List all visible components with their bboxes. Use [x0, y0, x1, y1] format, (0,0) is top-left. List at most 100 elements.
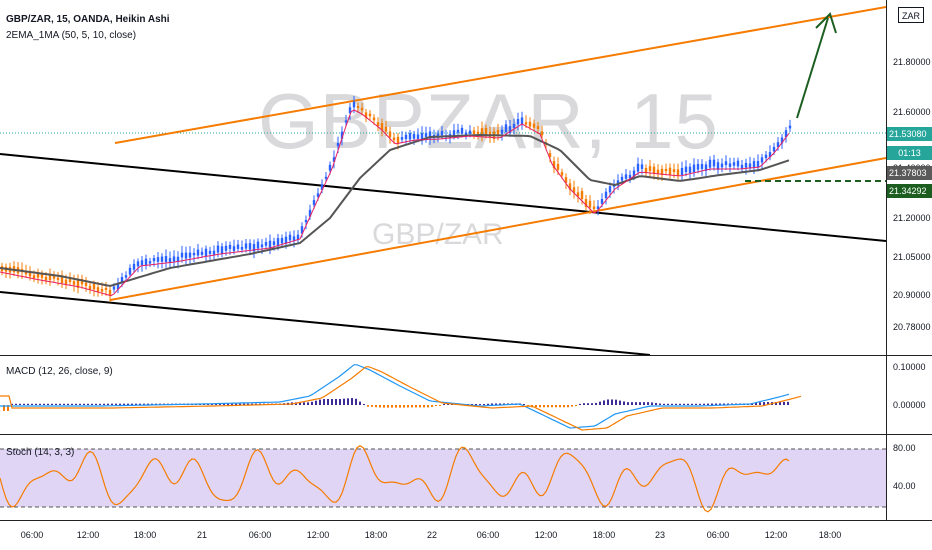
pane-divider[interactable]: [0, 355, 932, 356]
macd-axis[interactable]: 0.10000 0.00000: [886, 356, 932, 434]
currency-badge[interactable]: ZAR: [898, 7, 924, 23]
candle-body: [752, 161, 756, 168]
macd-histogram-bar: [659, 403, 661, 405]
candle-body: [736, 160, 740, 167]
macd-histogram-bar: [727, 403, 729, 405]
candle-body: [312, 200, 316, 205]
macd-histogram-bar: [631, 402, 633, 405]
candle-body: [192, 252, 196, 256]
macd-histogram-bar: [559, 405, 561, 408]
candle-body: [224, 245, 228, 251]
macd-histogram-bar: [383, 405, 385, 408]
stoch-canvas[interactable]: [0, 435, 886, 520]
candle-body: [132, 263, 136, 270]
macd-histogram-bar: [307, 402, 309, 405]
candle-body: [712, 159, 716, 167]
macd-histogram-bar: [35, 403, 37, 405]
candle-body: [520, 117, 524, 125]
macd-histogram-bar: [215, 403, 217, 405]
candle-body: [780, 137, 784, 144]
candle-body: [228, 244, 232, 249]
macd-histogram-bar: [539, 405, 541, 408]
candle-body: [144, 258, 148, 266]
macd-canvas[interactable]: [0, 356, 886, 434]
candle-body: [484, 128, 488, 135]
macd-histogram-bar: [343, 398, 345, 405]
macd-histogram-bar: [139, 403, 141, 405]
candle-body: [196, 249, 200, 256]
candle-body: [784, 130, 788, 138]
candle-body: [524, 122, 528, 125]
candle-body: [660, 168, 664, 175]
macd-histogram-bar: [227, 403, 229, 405]
candle-body: [388, 131, 392, 138]
candle-body: [100, 288, 104, 292]
indicator-legend[interactable]: 2EMA_1MA (50, 5, 10, close): [6, 30, 137, 41]
macd-pane[interactable]: MACD (12, 26, close, 9): [0, 356, 886, 434]
macd-histogram-bar: [495, 403, 497, 405]
macd-histogram-bar: [379, 405, 381, 408]
macd-histogram-bar: [111, 403, 113, 405]
ma-price-label: 21.37803: [887, 166, 932, 180]
candle-body: [692, 164, 696, 173]
macd-histogram-bar: [695, 403, 697, 405]
stoch-axis[interactable]: 80.00 40.00: [886, 435, 932, 520]
chart-title[interactable]: GBP/ZAR, 15, OANDA, Heikin Ashi: [6, 14, 170, 25]
macd-histogram-bar: [151, 403, 153, 405]
macd-histogram-bar: [67, 403, 69, 405]
ema-5-line: [0, 109, 790, 297]
price-tick: 20.78000: [893, 322, 931, 332]
macd-histogram-bar: [599, 401, 601, 405]
candle-body: [212, 250, 216, 255]
macd-histogram-bar: [547, 405, 549, 408]
candle-body: [652, 166, 656, 174]
macd-histogram-bar: [99, 403, 101, 405]
macd-histogram-bar: [583, 403, 585, 405]
candle-body: [72, 281, 76, 285]
macd-histogram-bar: [435, 405, 437, 406]
macd-histogram-bar: [315, 400, 317, 405]
candle-body: [640, 164, 644, 169]
candle-body: [716, 162, 720, 170]
stoch-legend[interactable]: Stoch (14, 3, 3): [6, 447, 75, 458]
candle-body: [112, 286, 116, 290]
candle-body: [508, 126, 512, 134]
macd-histogram-bar: [627, 402, 629, 405]
price-tick: 21.20000: [893, 213, 931, 223]
macd-histogram-bar: [91, 403, 93, 405]
time-tick: 06:00: [706, 530, 730, 540]
macd-histogram-bar: [579, 403, 581, 405]
macd-histogram-bar: [347, 398, 349, 405]
stoch-pane[interactable]: Stoch (14, 3, 3): [0, 435, 886, 520]
candle-body: [160, 256, 164, 262]
time-axis[interactable]: 06:00 12:00 18:00 21 06:00 12:00 18:00 22 06:00 1…: [0, 521, 932, 550]
macd-histogram-bar: [707, 403, 709, 405]
candle-body: [396, 136, 400, 144]
macd-histogram-bar: [79, 403, 81, 405]
heikin-ashi-candles: [0, 96, 792, 303]
macd-histogram-bar: [411, 405, 413, 408]
candle-body: [512, 123, 516, 128]
macd-histogram-bar: [607, 399, 609, 405]
macd-legend[interactable]: MACD (12, 26, close, 9): [6, 366, 113, 377]
candle-body: [104, 287, 108, 291]
candle-body: [440, 131, 444, 136]
candle-body: [204, 248, 208, 257]
candle-body: [32, 275, 36, 279]
candle-body: [272, 241, 276, 245]
macd-histogram-bar: [691, 403, 693, 405]
candle-body: [296, 234, 300, 240]
candle-body: [140, 260, 144, 266]
candle-body: [452, 130, 456, 137]
macd-histogram-bar: [611, 399, 613, 405]
pane-divider[interactable]: [0, 434, 932, 435]
price-chart-pane[interactable]: GBPZAR, 15 GBP/ZAR GBP/ZAR, 15, OANDA, H…: [0, 0, 886, 355]
time-tick: 12:00: [76, 530, 100, 540]
candle-body: [700, 164, 704, 169]
candle-body: [252, 244, 256, 252]
candle-body: [468, 130, 472, 134]
time-axis-divider: [0, 520, 932, 521]
price-chart-canvas[interactable]: [0, 0, 886, 355]
macd-histogram-bar: [223, 403, 225, 405]
macd-histogram-bar: [31, 403, 33, 405]
